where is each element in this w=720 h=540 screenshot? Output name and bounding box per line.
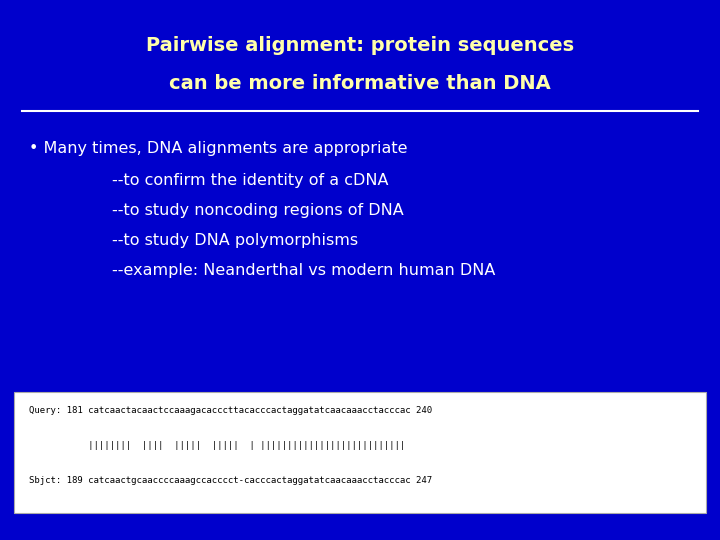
Text: --to confirm the identity of a cDNA: --to confirm the identity of a cDNA xyxy=(112,173,388,188)
Text: --to study DNA polymorphisms: --to study DNA polymorphisms xyxy=(112,233,358,248)
Text: Sbjct: 189 catcaactgcaaccccaaagccacccct-cacccactaggatatcaacaaacctacccac 247: Sbjct: 189 catcaactgcaaccccaaagccacccct-… xyxy=(29,476,432,485)
Text: --to study noncoding regions of DNA: --to study noncoding regions of DNA xyxy=(112,203,403,218)
Text: Pairwise alignment: protein sequences: Pairwise alignment: protein sequences xyxy=(146,36,574,56)
Text: can be more informative than DNA: can be more informative than DNA xyxy=(169,74,551,93)
FancyBboxPatch shape xyxy=(14,392,706,513)
Text: --example: Neanderthal vs modern human DNA: --example: Neanderthal vs modern human D… xyxy=(112,262,495,278)
Text: Query: 181 catcaactacaactccaaagacacccttacacccactaggatatcaacaaacctacccac 240: Query: 181 catcaactacaactccaaagacaccctta… xyxy=(29,406,432,415)
Text: ||||||||  ||||  |||||  |||||  | |||||||||||||||||||||||||||: |||||||| |||| ||||| ||||| | ||||||||||||… xyxy=(29,441,405,450)
Text: • Many times, DNA alignments are appropriate: • Many times, DNA alignments are appropr… xyxy=(29,141,408,156)
